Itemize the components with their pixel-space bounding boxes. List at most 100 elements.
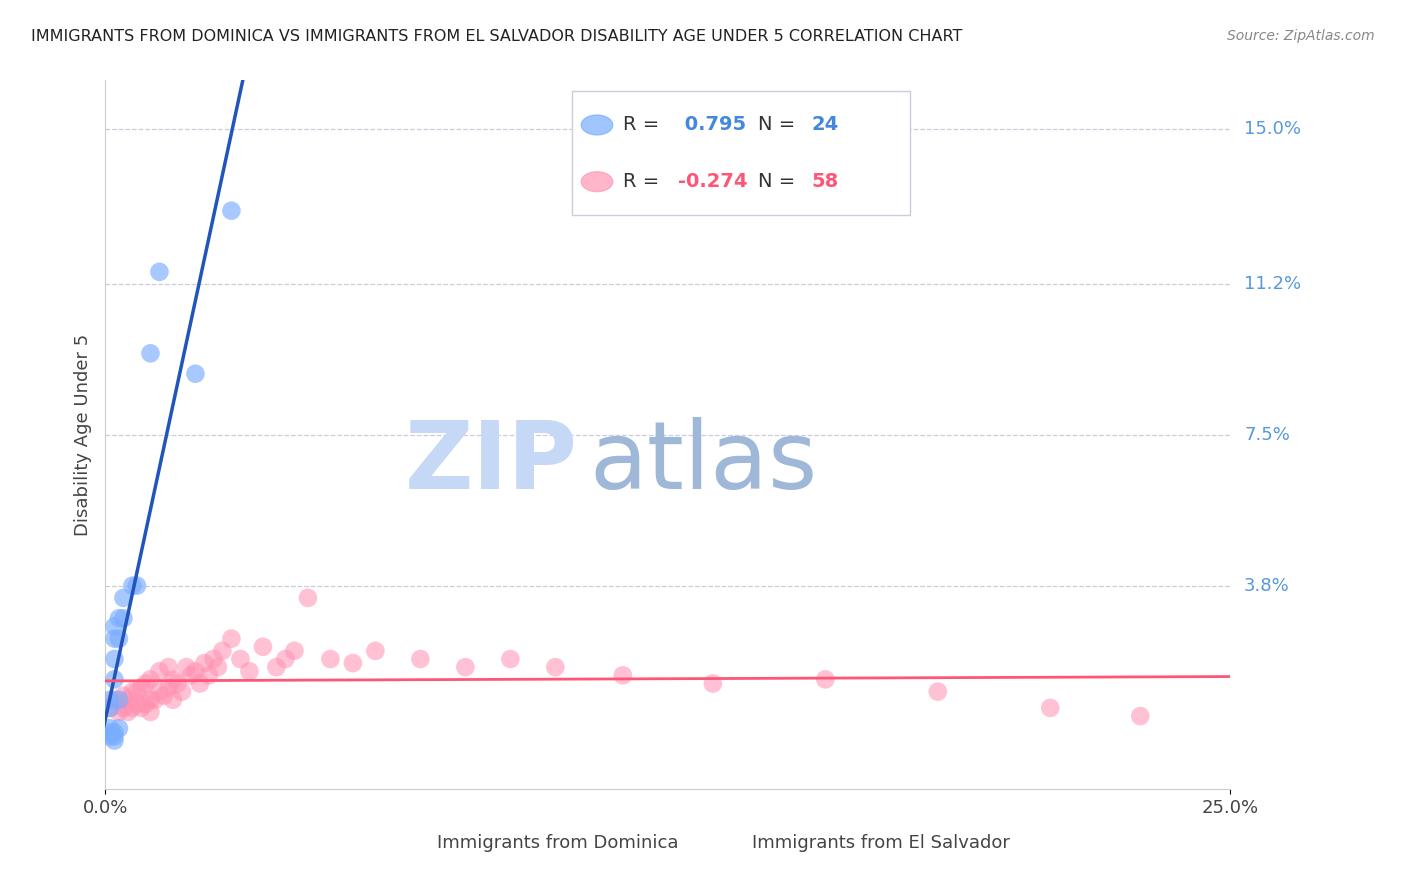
Text: 58: 58: [811, 172, 839, 191]
Point: [170, 684, 193, 698]
Point: [98, 721, 121, 735]
Point: [297, 591, 319, 605]
Point: [157, 681, 180, 695]
Text: atlas: atlas: [589, 417, 817, 509]
Text: ZIP: ZIP: [405, 417, 578, 509]
Point: [162, 673, 184, 687]
Point: [188, 676, 211, 690]
Point: [98, 725, 121, 739]
Text: R =: R =: [623, 115, 665, 135]
Point: [103, 632, 125, 646]
Text: 11.2%: 11.2%: [1244, 275, 1302, 293]
Point: [108, 721, 131, 735]
Point: [139, 705, 162, 719]
Text: IMMIGRANTS FROM DOMINICA VS IMMIGRANTS FROM EL SALVADOR DISABILITY AGE UNDER 5 C: IMMIGRANTS FROM DOMINICA VS IMMIGRANTS F…: [31, 29, 962, 44]
Point: [409, 652, 432, 666]
Point: [198, 668, 221, 682]
Point: [103, 733, 125, 747]
Point: [125, 697, 148, 711]
Point: [112, 611, 135, 625]
Point: [139, 692, 162, 706]
Point: [702, 676, 724, 690]
Point: [131, 681, 153, 695]
Point: [143, 692, 166, 706]
Point: [139, 673, 162, 687]
Point: [103, 730, 125, 744]
Point: [184, 664, 207, 679]
Point: [121, 579, 143, 593]
Text: 0.795: 0.795: [678, 115, 747, 135]
Text: N =: N =: [758, 172, 801, 191]
Text: R =: R =: [623, 172, 665, 191]
Point: [221, 632, 243, 646]
Point: [103, 619, 125, 633]
Point: [135, 676, 157, 690]
Point: [103, 673, 125, 687]
Point: [184, 367, 207, 381]
Point: [364, 644, 387, 658]
Text: N =: N =: [758, 115, 801, 135]
Point: [148, 684, 170, 698]
Point: [103, 692, 125, 706]
Point: [221, 203, 243, 218]
Point: [274, 652, 297, 666]
Point: [108, 611, 131, 625]
Point: [166, 676, 188, 690]
Point: [139, 346, 162, 360]
Point: [125, 579, 148, 593]
Point: [814, 673, 837, 687]
Point: [283, 644, 305, 658]
Point: [98, 730, 121, 744]
Text: 24: 24: [811, 115, 839, 135]
Point: [121, 701, 143, 715]
Point: [117, 692, 139, 706]
Point: [544, 660, 567, 674]
Point: [135, 697, 157, 711]
Point: [112, 701, 135, 715]
Point: [207, 660, 229, 674]
Point: [103, 652, 125, 666]
Circle shape: [581, 172, 613, 192]
Point: [1129, 709, 1152, 723]
Point: [252, 640, 274, 654]
Y-axis label: Disability Age Under 5: Disability Age Under 5: [73, 334, 91, 536]
Point: [131, 701, 153, 715]
Point: [112, 591, 135, 605]
Point: [108, 692, 131, 706]
Circle shape: [401, 833, 429, 852]
Text: 7.5%: 7.5%: [1244, 425, 1291, 444]
Point: [319, 652, 342, 666]
Point: [103, 725, 125, 739]
FancyBboxPatch shape: [572, 91, 910, 215]
Point: [1039, 701, 1062, 715]
Point: [98, 701, 121, 715]
Text: 3.8%: 3.8%: [1244, 576, 1289, 595]
Point: [193, 656, 215, 670]
Point: [238, 664, 260, 679]
Point: [121, 684, 143, 698]
Text: Immigrants from El Salvador: Immigrants from El Salvador: [752, 834, 1010, 852]
Point: [180, 668, 202, 682]
Point: [266, 660, 288, 674]
Point: [112, 689, 135, 703]
Point: [98, 692, 121, 706]
Point: [229, 652, 252, 666]
Point: [927, 684, 949, 698]
Point: [125, 684, 148, 698]
Point: [499, 652, 522, 666]
Point: [202, 652, 225, 666]
Point: [454, 660, 477, 674]
Circle shape: [716, 833, 744, 852]
Circle shape: [581, 115, 613, 135]
Point: [157, 660, 180, 674]
Point: [342, 656, 364, 670]
Text: Source: ZipAtlas.com: Source: ZipAtlas.com: [1227, 29, 1375, 43]
Point: [148, 664, 170, 679]
Point: [98, 701, 121, 715]
Point: [612, 668, 634, 682]
Text: 15.0%: 15.0%: [1244, 120, 1301, 138]
Text: -0.274: -0.274: [678, 172, 748, 191]
Point: [117, 705, 139, 719]
Text: Immigrants from Dominica: Immigrants from Dominica: [437, 834, 679, 852]
Point: [153, 689, 176, 703]
